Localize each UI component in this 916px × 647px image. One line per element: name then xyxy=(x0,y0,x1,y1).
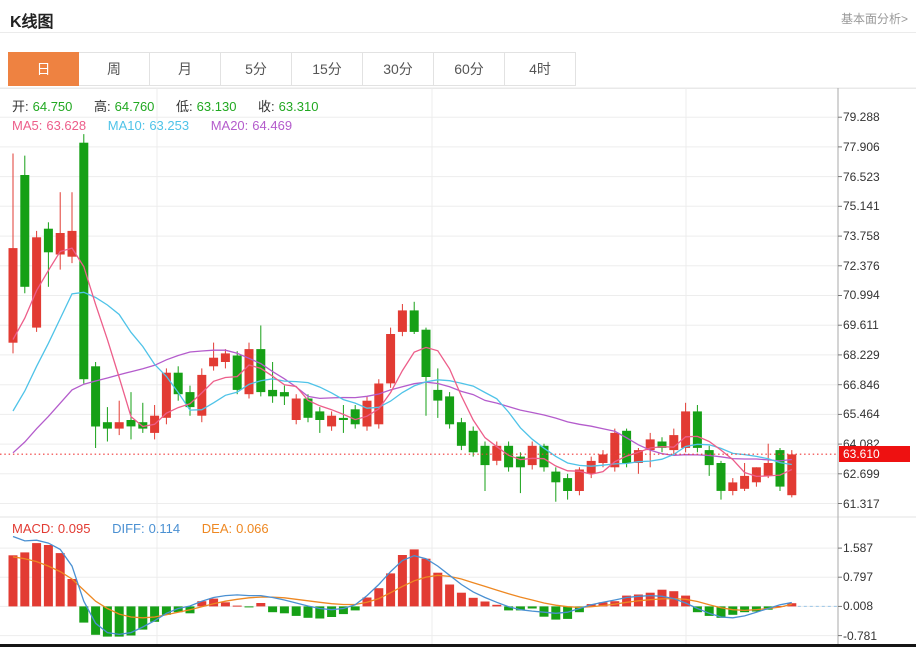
low-value: 63.130 xyxy=(196,99,237,114)
dea-label: DEA: xyxy=(201,521,233,536)
last-price-badge: 63.610 xyxy=(839,446,910,463)
price-axis-label: 73.758 xyxy=(843,229,880,244)
diff-label: DIFF: xyxy=(112,521,145,536)
macd-legend: MACD: 0.095 DIFF: 0.114 DEA: 0.066 xyxy=(12,521,273,536)
tab-day[interactable]: 日 xyxy=(8,52,79,86)
high-label: 高: xyxy=(94,99,111,114)
price-axis-label: 69.611 xyxy=(843,318,879,333)
tab-week[interactable]: 周 xyxy=(79,52,150,86)
page-title: K线图 xyxy=(10,14,54,31)
ohlc-legend: 开: 64.750 高: 64.760 低: 63.130 收: 63.310 xyxy=(12,96,322,115)
tab-5min[interactable]: 5分 xyxy=(221,52,292,86)
macd-value: 0.095 xyxy=(57,521,91,536)
interval-tab-bar: 日 周 月 5分 15分 30分 60分 4时 xyxy=(8,52,576,86)
high-value: 64.760 xyxy=(114,99,155,114)
low-label: 低: xyxy=(176,99,193,114)
ma5-value: 63.628 xyxy=(46,118,87,133)
ma10-value: 63.253 xyxy=(149,118,190,133)
close-value: 63.310 xyxy=(278,99,319,114)
price-axis-label: 61.317 xyxy=(843,496,880,511)
close-label: 收: xyxy=(258,99,275,114)
widget-bottom-border xyxy=(0,644,916,647)
macd-label: MACD: xyxy=(12,521,54,536)
ma20-label: MA20: xyxy=(210,118,249,133)
price-axis-label: 68.229 xyxy=(843,347,880,362)
dea-value: 0.066 xyxy=(236,521,269,536)
tab-60min[interactable]: 60分 xyxy=(434,52,505,86)
price-axis-label: 76.523 xyxy=(843,169,880,184)
tab-15min[interactable]: 15分 xyxy=(292,52,363,86)
macd-axis-label: -0.781 xyxy=(843,628,878,643)
widget-header: K线图 基本面分析> xyxy=(0,0,916,33)
ma10-label: MA10: xyxy=(107,118,146,133)
ma-legend: MA5: 63.628 MA10: 63.253 MA20: 64.469 xyxy=(12,118,296,133)
tab-30min[interactable]: 30分 xyxy=(363,52,434,86)
price-axis-label: 79.288 xyxy=(843,110,880,125)
tab-4hour[interactable]: 4时 xyxy=(505,52,576,86)
price-axis-label: 65.464 xyxy=(843,407,880,422)
price-axis-label: 72.376 xyxy=(843,258,880,273)
ma5-label: MA5: xyxy=(12,118,43,133)
open-label: 开: xyxy=(12,99,29,114)
macd-axis-label: 0.008 xyxy=(843,599,874,614)
diff-value: 0.114 xyxy=(148,521,181,536)
tab-month[interactable]: 月 xyxy=(150,52,221,86)
macd-axis-label: 1.587 xyxy=(843,541,874,556)
price-axis-label: 75.141 xyxy=(843,199,880,214)
open-value: 64.750 xyxy=(32,99,73,114)
price-axis-label: 66.846 xyxy=(843,377,880,392)
price-axis-label: 70.994 xyxy=(843,288,880,303)
price-axis-label: 62.699 xyxy=(843,466,880,481)
ma20-value: 64.469 xyxy=(252,118,293,133)
fundamental-analysis-link[interactable]: 基本面分析> xyxy=(840,12,908,26)
price-axis-label: 77.906 xyxy=(843,139,880,154)
macd-axis-label: 0.797 xyxy=(843,570,874,585)
